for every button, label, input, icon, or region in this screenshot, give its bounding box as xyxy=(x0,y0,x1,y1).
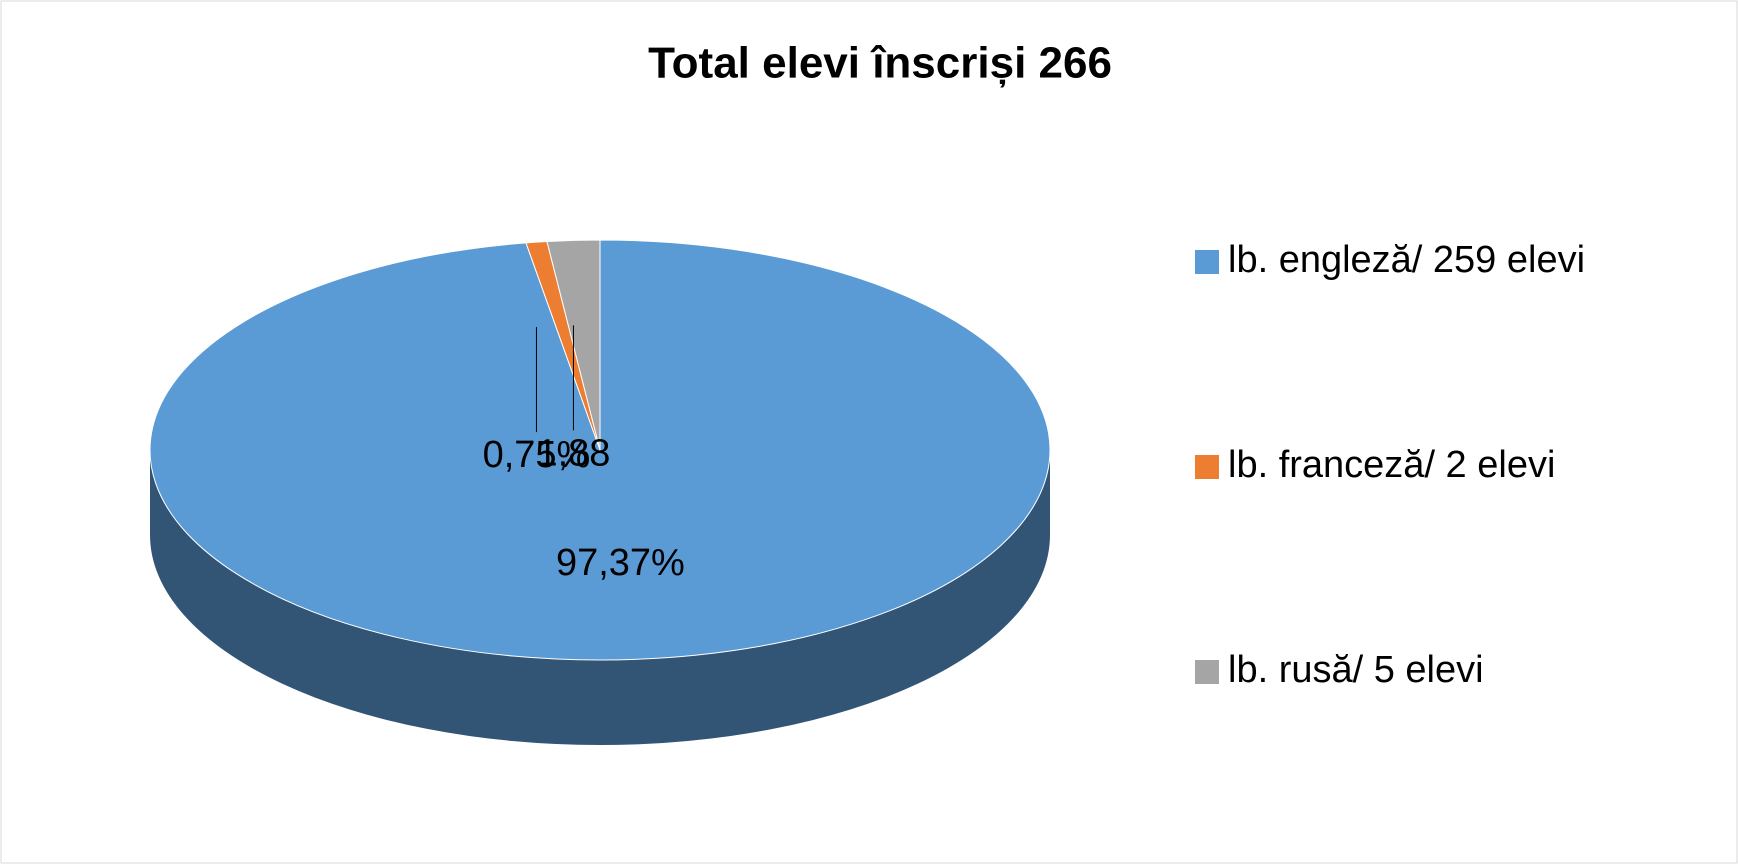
legend-swatch xyxy=(1195,250,1219,274)
legend-label: lb. rusă/ 5 elevi xyxy=(1228,649,1484,691)
data-label: 97,37% xyxy=(556,542,685,584)
legend-label: lb. engleză/ 259 elevi xyxy=(1228,239,1585,281)
data-label: 0,75% xyxy=(483,434,591,476)
data-label: 1,88 xyxy=(536,432,610,474)
chart-title: Total elevi înscriși 266 xyxy=(648,39,1112,88)
legend-swatch xyxy=(1195,660,1219,684)
legend-label: lb. franceză/ 2 elevi xyxy=(1228,444,1555,486)
pie-side xyxy=(150,450,1050,745)
legend-swatch xyxy=(1195,455,1219,479)
